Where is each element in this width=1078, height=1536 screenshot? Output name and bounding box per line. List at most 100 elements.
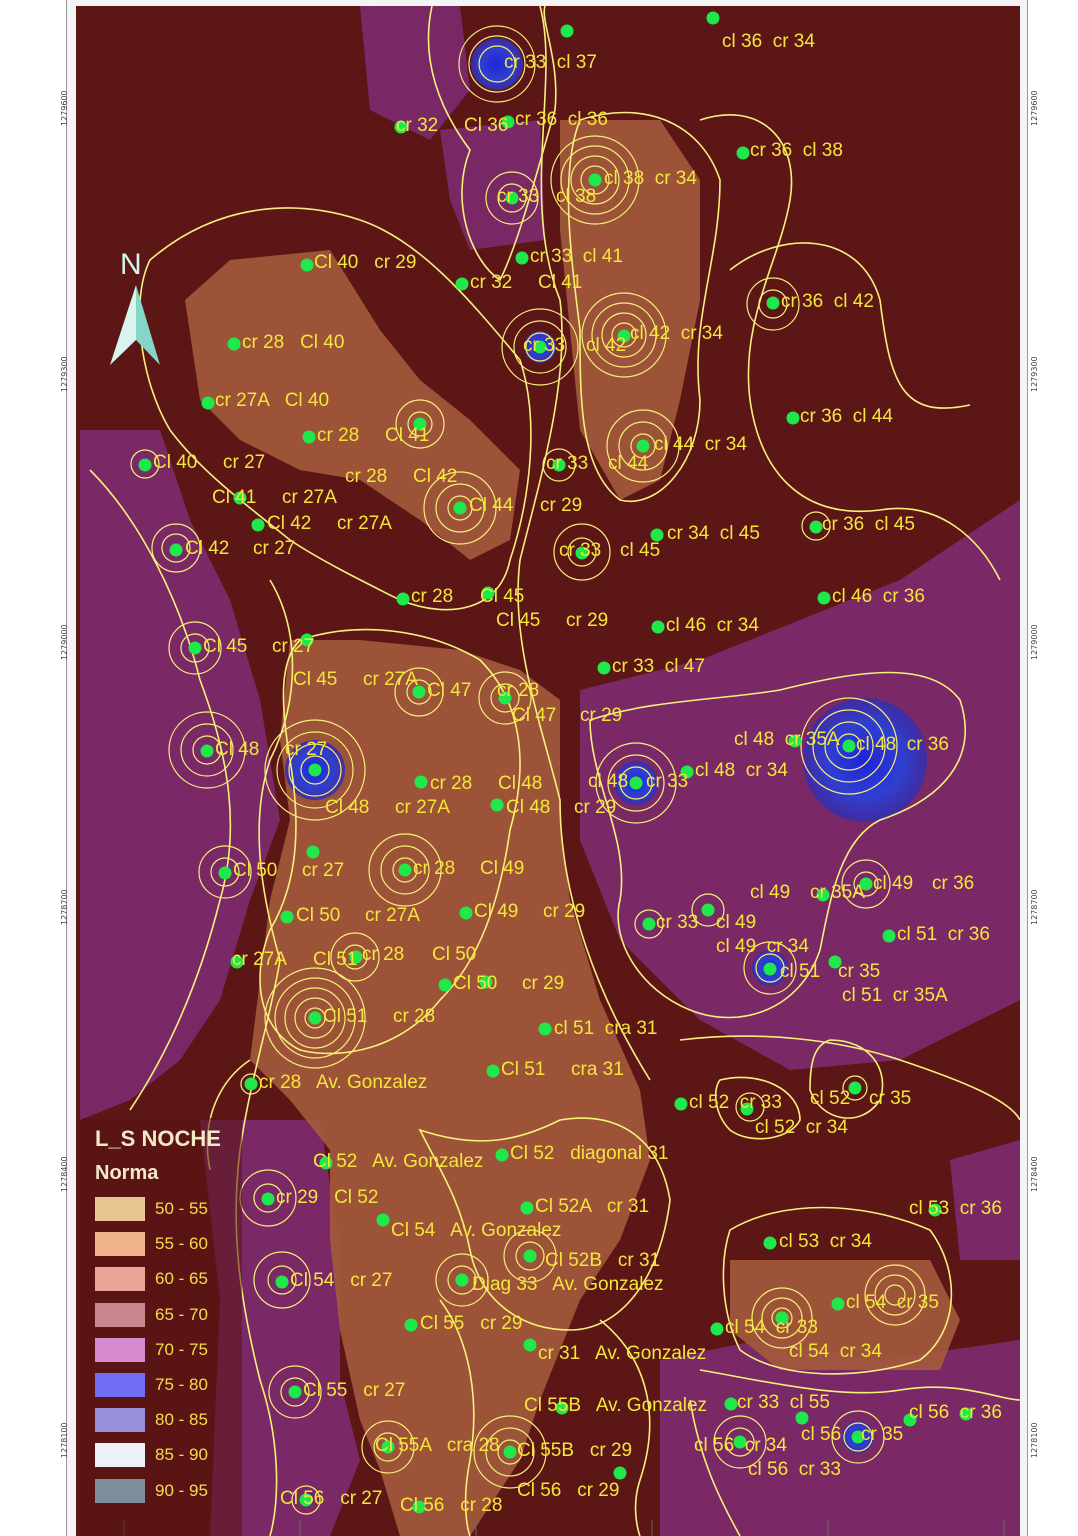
measurement-point <box>775 1311 789 1325</box>
location-label: cr 29 <box>543 901 585 922</box>
location-label: Cl 49 <box>480 858 524 879</box>
location-label: cr 27A <box>365 905 420 926</box>
location-label: cr 36 cl 38 <box>750 140 843 161</box>
measurement-point <box>575 546 589 560</box>
legend-swatch <box>95 1408 145 1432</box>
location-label: Cl 54 Av. Gonzalez <box>391 1220 561 1241</box>
location-label: cl 48 cr 34 <box>695 760 788 781</box>
location-label: cr 29 <box>566 610 608 631</box>
location-label: cl 46 cr 36 <box>832 586 925 607</box>
location-label: cl 53 cr 34 <box>779 1231 872 1252</box>
location-label: cr 28 <box>393 1006 435 1027</box>
location-label: Diag 33 Av. Gonzalez <box>472 1274 664 1295</box>
measurement-point <box>280 910 294 924</box>
measurement-point <box>617 329 631 343</box>
measurement-point <box>786 411 800 425</box>
legend-item: 90 - 95 <box>95 1479 245 1507</box>
location-label: Cl 47 <box>512 705 556 726</box>
legend-subtitle: Norma <box>95 1162 159 1184</box>
location-labels: cr 33 cl 37 cl 36 cr 34 cr 32 Cl 36 cr 36 cl… <box>153 31 1002 1516</box>
measurement-point <box>251 518 265 532</box>
measurement-point <box>455 277 469 291</box>
location-label: Cl 47 <box>427 680 471 701</box>
legend-swatch <box>95 1373 145 1397</box>
location-label: cl 54 cr 34 <box>789 1341 882 1362</box>
location-label: cr 27A <box>395 797 450 818</box>
measurement-point <box>724 1397 738 1411</box>
legend-swatch <box>95 1267 145 1291</box>
legend-item: 80 - 85 <box>95 1408 245 1436</box>
coord-label: 1278100 <box>60 1422 69 1458</box>
location-label: Cl 42 <box>185 538 229 559</box>
location-label: Cl 52A cr 31 <box>535 1196 649 1217</box>
legend-label: 50 - 55 <box>155 1199 208 1218</box>
location-label: Cl 51 <box>323 1006 367 1027</box>
location-label: Cl 54 cr 27 <box>290 1270 392 1291</box>
measurement-point <box>288 1385 302 1399</box>
measurement-point <box>710 1322 724 1336</box>
measurement-point <box>701 903 715 917</box>
measurement-point <box>848 1081 862 1095</box>
location-label: Cl 44 <box>469 495 514 516</box>
location-label: cl 51 cra 31 <box>554 1018 658 1039</box>
legend-swatch <box>95 1232 145 1256</box>
location-label: cr 27A <box>282 487 337 508</box>
measurement-point <box>227 337 241 351</box>
location-label: cr 27A <box>363 669 418 690</box>
measurement-point <box>763 962 777 976</box>
measurement-point <box>413 417 427 431</box>
measurement-point <box>138 458 152 472</box>
concentric-rings <box>130 25 926 1515</box>
measurement-point <box>851 1430 865 1444</box>
location-label: Cl 49 <box>474 901 518 922</box>
measurement-point <box>495 1148 509 1162</box>
measurement-point <box>706 11 720 25</box>
location-label: Cl 41 <box>212 487 256 508</box>
location-label: cl 53 cr 36 <box>909 1198 1002 1219</box>
measurement-point <box>903 1413 917 1427</box>
measurement-point <box>438 978 452 992</box>
measurement-point <box>394 120 408 134</box>
legend-swatch <box>95 1479 145 1503</box>
measurement-point <box>244 1077 258 1091</box>
location-label: cr 33 <box>646 771 688 792</box>
location-label: cr 27 <box>223 452 265 473</box>
location-label: cr 28 <box>430 773 472 794</box>
location-label: cr 29 <box>522 973 564 994</box>
location-label: cl 49 <box>873 873 913 894</box>
measurement-point <box>560 24 574 38</box>
location-label: cl 48 cr 35A <box>734 729 840 750</box>
location-label: Cl 55B Av. Gonzalez <box>524 1395 707 1416</box>
measurement-point <box>552 458 566 472</box>
coord-label: 1279600 <box>1030 90 1039 126</box>
location-label: cl 51 <box>780 961 820 982</box>
north-arrow-icon <box>110 285 160 365</box>
legend-swatch <box>95 1303 145 1327</box>
location-label: Cl 36 <box>464 115 508 136</box>
measurement-points <box>138 11 973 1514</box>
location-label: cl 49 cr 34 <box>716 936 809 957</box>
location-label: cl 45 <box>620 540 660 561</box>
coord-label: 1279600 <box>60 90 69 126</box>
measurement-point <box>396 592 410 606</box>
location-label: Cl 50 <box>296 905 340 926</box>
location-label: cl 52 cr 34 <box>755 1117 848 1138</box>
location-label: cr 28 <box>413 858 455 879</box>
measurement-point <box>842 739 856 753</box>
location-label: cr 29 <box>574 797 616 818</box>
measurement-point <box>736 146 750 160</box>
measurement-point <box>498 691 512 705</box>
measurement-point <box>763 1236 777 1250</box>
location-label: cl 44 cr 34 <box>654 434 747 455</box>
location-label: Cl 45 <box>293 669 337 690</box>
measurement-point <box>302 430 316 444</box>
location-label: cl 56 <box>801 1424 841 1445</box>
measurement-point <box>490 798 504 812</box>
measurement-point <box>816 888 830 902</box>
location-label: cr 27 <box>272 636 314 657</box>
location-label: cr 36 cl 36 <box>515 109 608 130</box>
measurement-point <box>538 1022 552 1036</box>
coord-label: 1278100 <box>1030 1422 1039 1458</box>
coord-label: 1279300 <box>1030 356 1039 392</box>
measurement-point <box>404 1318 418 1332</box>
